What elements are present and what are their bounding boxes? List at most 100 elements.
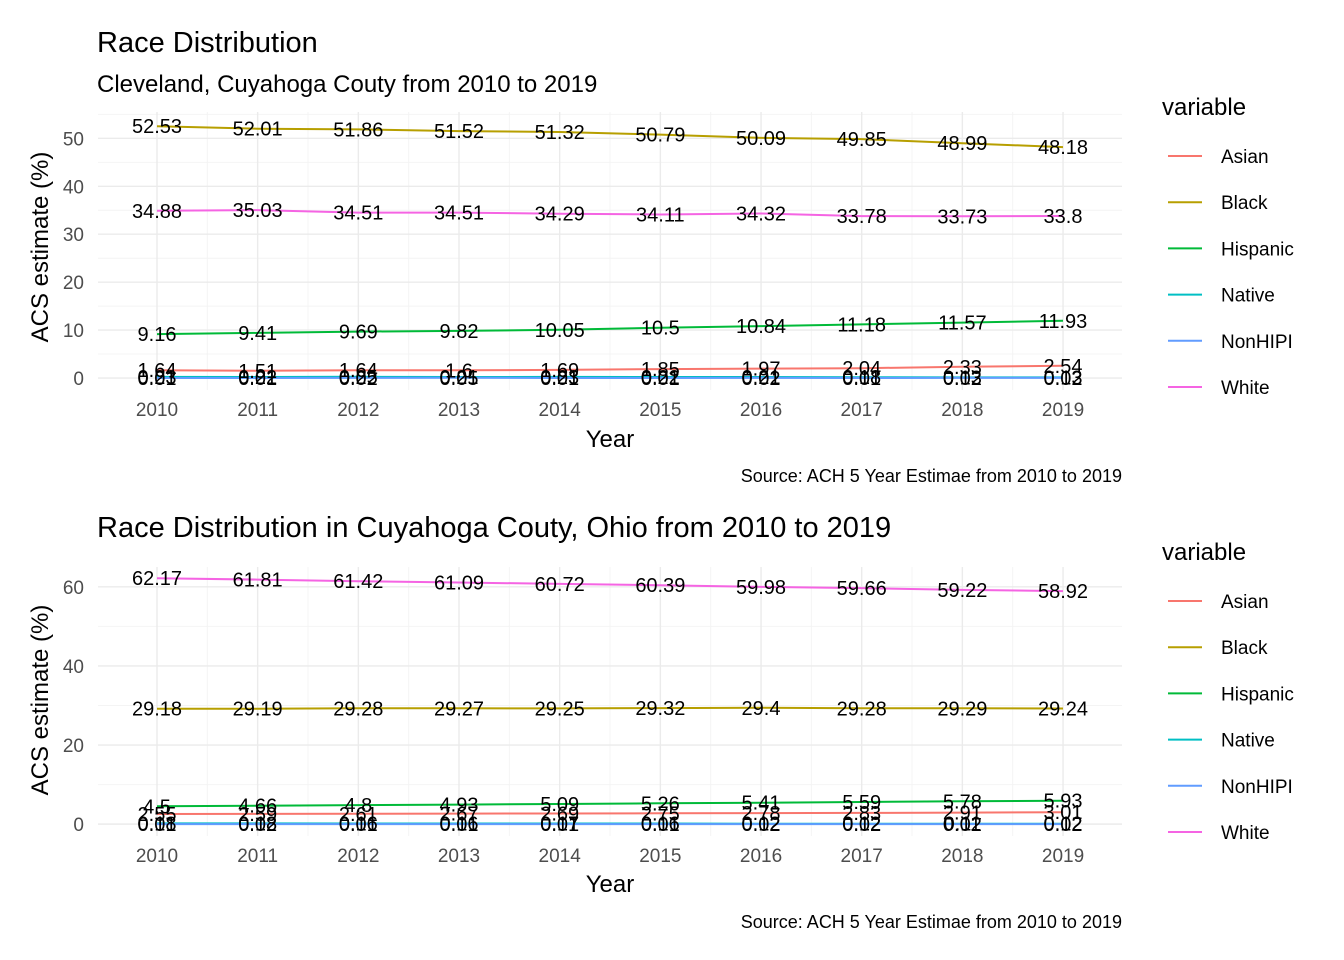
legend-title: variable (1162, 94, 1246, 121)
data-label-asian: 2.75 (641, 803, 680, 825)
data-label-native: 0.13 (1044, 367, 1083, 389)
data-label-nonhipi: 0.01 (842, 368, 881, 390)
legend-label-white: White (1221, 823, 1270, 844)
x-axis-title: Year (586, 871, 635, 898)
data-label-nonhipi: 0.01 (540, 814, 579, 836)
x-tick-label: 2017 (841, 400, 883, 421)
legend-label-nonhipi: NonHIPI (1221, 777, 1293, 798)
data-label-asian: 1.51 (238, 361, 277, 383)
data-label-asian: 2.33 (943, 357, 982, 379)
x-tick-label: 2018 (941, 846, 983, 867)
legend-label-black: Black (1221, 193, 1268, 214)
data-label-white: 59.66 (837, 578, 887, 600)
data-label-native: 0.21 (742, 367, 781, 389)
data-label-asian: 2.78 (742, 803, 781, 825)
x-tick-label: 2010 (136, 846, 178, 867)
data-label-nonhipi: 0.01 (540, 368, 579, 390)
data-label-black: 29.24 (1038, 698, 1088, 720)
data-label-asian: 2.67 (440, 804, 479, 826)
data-label-native: 0.25 (339, 367, 378, 389)
chart-caption: Source: ACH 5 Year Estimae from 2010 to … (741, 912, 1122, 932)
data-label-native: 0.23 (138, 367, 177, 389)
data-label-black: 50.09 (736, 128, 786, 150)
data-label-native: 0.13 (943, 367, 982, 389)
series-line-asian (156, 811, 1064, 815)
y-tick-label: 60 (63, 578, 84, 599)
data-label-hispanic: 9.16 (138, 324, 177, 346)
data-label-black: 29.27 (434, 698, 484, 720)
data-label-black: 29.28 (837, 698, 887, 720)
y-tick-label: 0 (73, 369, 84, 390)
data-label-nonhipi: 0.02 (339, 368, 378, 390)
data-label-native: 0.16 (339, 813, 378, 835)
legend-label-native: Native (1221, 731, 1275, 752)
series-line-black (156, 125, 1064, 149)
data-label-black: 29.4 (742, 698, 781, 720)
data-label-black: 52.53 (132, 116, 182, 138)
data-label-nonhipi: 0.01 (641, 368, 680, 390)
data-label-hispanic: 5.41 (742, 793, 781, 815)
data-label-hispanic: 11.57 (938, 313, 987, 335)
data-label-hispanic: 10.84 (736, 316, 786, 338)
data-label-hispanic: 11.18 (837, 314, 886, 336)
legend: variable Asian Black Hispanic Native NonHIPI… (1162, 539, 1294, 844)
data-label-hispanic: 9.69 (339, 322, 378, 344)
data-label-hispanic: 4.5 (143, 796, 171, 818)
data-label-white: 34.11 (636, 205, 685, 227)
data-label-asian: 2.04 (842, 358, 881, 380)
x-axis-title: Year (586, 426, 635, 453)
x-tick-label: 2013 (438, 846, 480, 867)
data-label-white: 59.98 (736, 577, 786, 599)
data-label-nonhipi: 0.02 (842, 814, 881, 836)
data-label-hispanic: 4.8 (344, 795, 372, 817)
data-label-white: 59.22 (937, 580, 987, 602)
data-label-asian: 3.01 (1044, 802, 1083, 824)
data-label-white: 60.72 (535, 574, 585, 596)
plot-panel: 0 20 40 60 2010 2011 2012 2013 2014 2015 2016 2017 2… (63, 567, 1122, 867)
data-label-black: 51.52 (434, 121, 484, 143)
data-label-native: 0.16 (641, 813, 680, 835)
data-label-nonhipi: 0.02 (943, 814, 982, 836)
data-label-native: 0.18 (238, 813, 277, 835)
data-label-white: 34.32 (736, 204, 786, 226)
data-label-asian: 1.97 (742, 359, 781, 381)
data-label-asian: 1.6 (445, 360, 473, 382)
data-label-hispanic: 5.59 (842, 792, 881, 814)
data-label-white: 34.51 (333, 203, 383, 225)
y-tick-label: 10 (63, 321, 84, 342)
data-label-white: 33.78 (837, 206, 887, 228)
data-label-native: 0.12 (842, 814, 881, 836)
data-label-native: 0.22 (238, 367, 277, 389)
data-label-nonhipi: 0.02 (238, 814, 277, 836)
x-tick-label: 2015 (639, 846, 681, 867)
data-label-nonhipi: 0.01 (238, 368, 277, 390)
x-tick-label: 2018 (941, 400, 983, 421)
data-label-nonhipi: 0.02 (742, 814, 781, 836)
legend-label-hispanic: Hispanic (1221, 239, 1294, 260)
data-label-native: 0.17 (540, 813, 579, 835)
data-label-white: 33.8 (1044, 206, 1083, 228)
series-line-hispanic (156, 319, 1064, 336)
series-line-black (157, 706, 1064, 710)
data-label-native: 0.18 (842, 367, 881, 389)
data-label-white: 34.51 (434, 203, 484, 225)
data-label-white: 61.09 (434, 572, 484, 594)
y-tick-label: 20 (63, 736, 84, 757)
data-label-nonhipi: 0.01 (339, 814, 378, 836)
data-label-white: 35.03 (233, 200, 283, 222)
data-label-hispanic: 4.93 (440, 795, 479, 817)
data-label-native: 0.21 (440, 367, 479, 389)
data-label-hispanic: 10.5 (641, 318, 680, 340)
data-label-nonhipi: 0.01 (138, 368, 177, 390)
x-tick-label: 2012 (337, 846, 379, 867)
data-label-nonhipi: 0.01 (138, 814, 177, 836)
data-label-asian: 2.83 (842, 803, 881, 825)
x-tick-label: 2016 (740, 846, 782, 867)
data-label-black: 48.99 (937, 133, 987, 155)
legend-label-asian: Asian (1221, 147, 1269, 168)
y-tick-label: 40 (63, 177, 84, 198)
data-label-white: 62.17 (132, 568, 182, 590)
data-label-white: 60.39 (635, 575, 685, 597)
data-label-asian: 1.85 (641, 359, 680, 381)
